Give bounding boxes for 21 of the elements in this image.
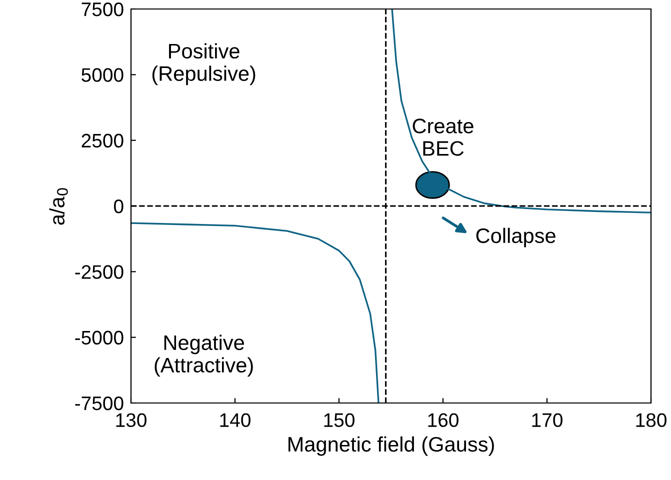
annotation: Create BEC — [412, 118, 474, 156]
y-tick-label: 5000 — [82, 68, 124, 82]
x-axis-title: Magnetic field (Gauss) — [288, 436, 494, 456]
annotation: Negative (Attractive) — [154, 334, 253, 377]
line-series — [391, 9, 651, 214]
y-tick-label: 7500 — [82, 2, 124, 16]
annotation: Collapse — [476, 228, 556, 248]
y-tick-label: -7500 — [75, 396, 124, 410]
x-tick-label: 140 — [220, 413, 250, 428]
y-tick-label: 2500 — [82, 134, 124, 148]
x-tick-label: 180 — [636, 413, 666, 428]
x-tick-label: 160 — [428, 413, 458, 428]
x-tick-label: 170 — [532, 413, 562, 428]
x-tick-label: 130 — [116, 413, 146, 428]
y-tick-label: -5000 — [75, 330, 124, 345]
annotation: Positive (Repulsive) — [152, 43, 256, 86]
y-tick-label: -2500 — [75, 265, 124, 279]
y-tick-label: 0 — [114, 199, 124, 214]
line-series — [131, 222, 380, 403]
y-axis-title: a/a$_{0}$ — [49, 188, 68, 225]
x-tick-label: 150 — [324, 413, 354, 428]
